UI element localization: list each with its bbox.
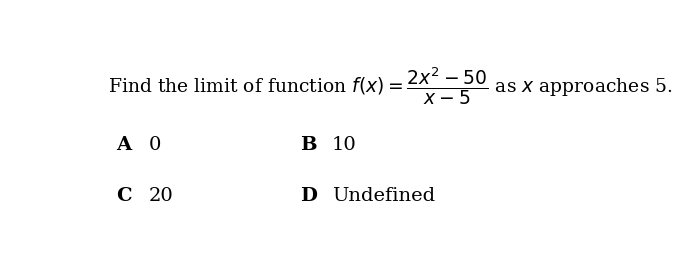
Text: 20: 20 bbox=[149, 187, 174, 205]
Text: B: B bbox=[300, 136, 316, 154]
Text: 0: 0 bbox=[149, 136, 161, 154]
Text: D: D bbox=[300, 187, 317, 205]
Text: 10: 10 bbox=[332, 136, 357, 154]
Text: Find the limit of function $f(x)=\dfrac{2x^2-50}{x-5}$ as $x$ approaches 5.: Find the limit of function $f(x)=\dfrac{… bbox=[108, 65, 673, 106]
Text: Undefined: Undefined bbox=[332, 187, 435, 205]
Text: A: A bbox=[117, 136, 131, 154]
Text: C: C bbox=[117, 187, 132, 205]
